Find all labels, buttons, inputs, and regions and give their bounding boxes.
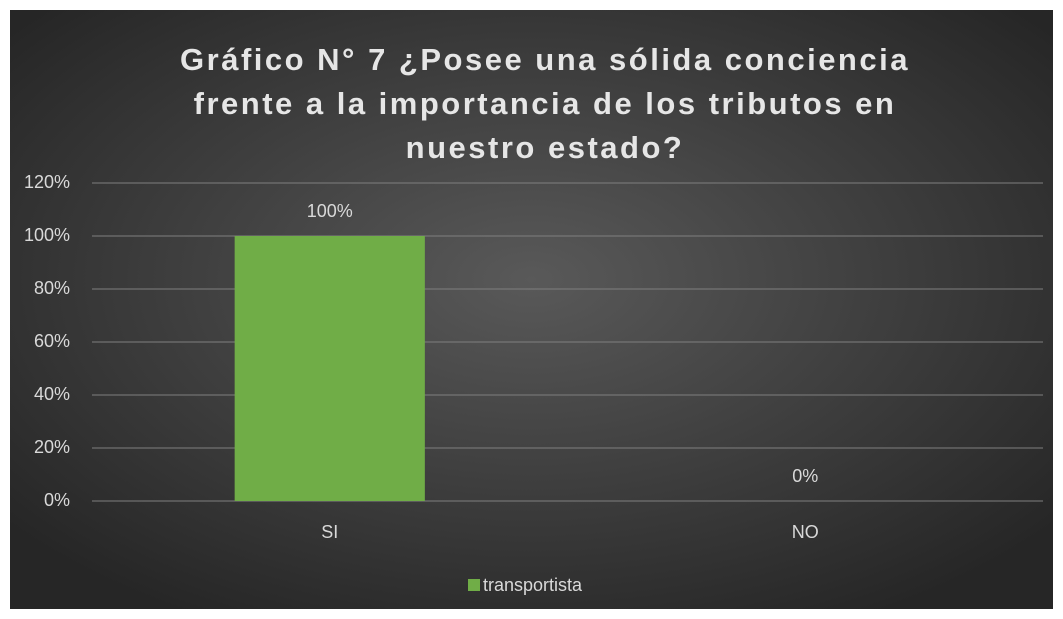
data-label: 100% bbox=[307, 201, 353, 221]
data-label: 0% bbox=[792, 466, 818, 486]
legend-label: transportista bbox=[483, 575, 583, 595]
y-tick-label: 0% bbox=[44, 490, 70, 510]
x-tick-label: SI bbox=[321, 522, 338, 542]
y-tick-label: 40% bbox=[34, 384, 70, 404]
chart-title: Gráfico N° 7 ¿Posee una sólida concienci… bbox=[180, 42, 910, 165]
y-tick-label: 20% bbox=[34, 437, 70, 457]
y-tick-label: 120% bbox=[24, 172, 70, 192]
chart-background bbox=[10, 10, 1053, 609]
x-tick-label: NO bbox=[792, 522, 819, 542]
y-tick-label: 100% bbox=[24, 225, 70, 245]
legend-swatch bbox=[468, 579, 480, 591]
y-tick-label: 80% bbox=[34, 278, 70, 298]
bar bbox=[234, 236, 425, 501]
y-tick-label: 60% bbox=[34, 331, 70, 351]
